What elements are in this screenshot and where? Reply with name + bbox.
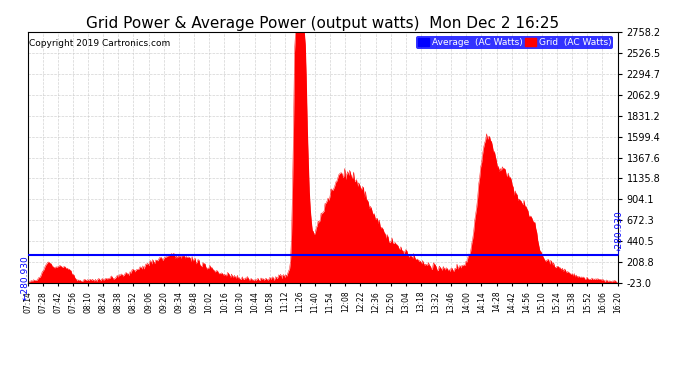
Title: Grid Power & Average Power (output watts)  Mon Dec 2 16:25: Grid Power & Average Power (output watts… bbox=[86, 16, 559, 31]
Text: →280.930: →280.930 bbox=[614, 211, 623, 255]
Legend: Average  (AC Watts), Grid  (AC Watts): Average (AC Watts), Grid (AC Watts) bbox=[416, 36, 613, 49]
Text: Copyright 2019 Cartronics.com: Copyright 2019 Cartronics.com bbox=[29, 39, 170, 48]
Text: ←280.930: ←280.930 bbox=[20, 255, 29, 300]
